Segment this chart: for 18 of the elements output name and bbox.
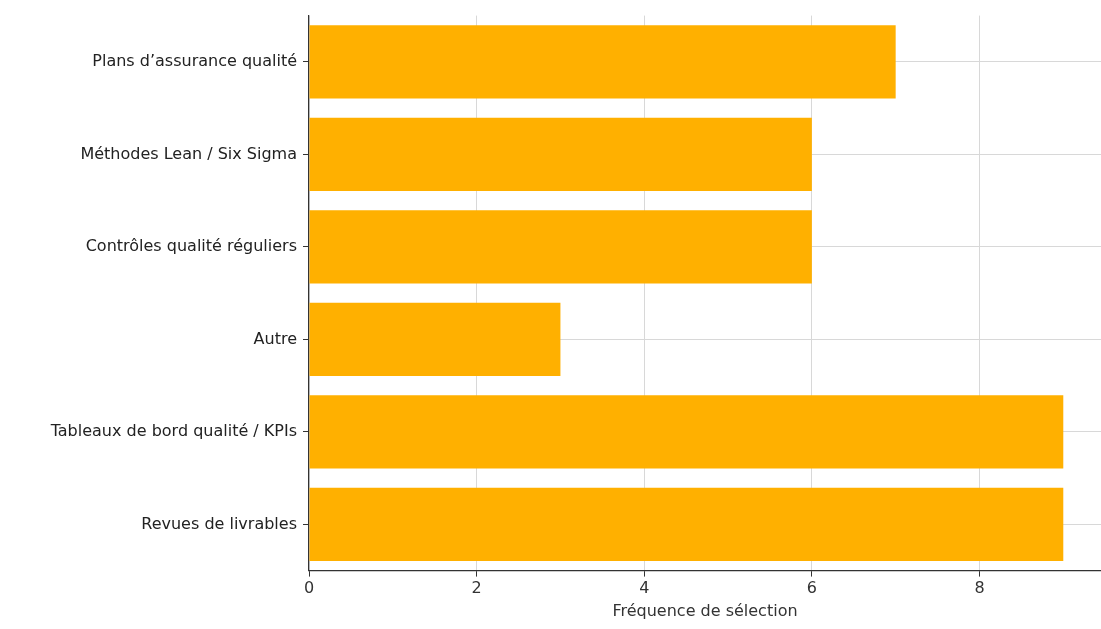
- bar: [309, 302, 561, 376]
- bar: [309, 395, 1064, 469]
- x-tick-label: 8: [974, 578, 985, 598]
- bar: [309, 25, 896, 99]
- y-tick-label: Plans d’assurance qualité: [92, 51, 297, 71]
- y-tick-label: Contrôles qualité réguliers: [85, 236, 297, 256]
- x-tick-label: 2: [471, 578, 482, 598]
- x-tick-label: 4: [639, 578, 650, 598]
- bar: [309, 210, 812, 284]
- y-tick-label: Méthodes Lean / Six Sigma: [80, 143, 297, 163]
- y-tick-label: Revues de livrables: [141, 513, 297, 533]
- bar: [309, 487, 1064, 561]
- y-tick-label: Autre: [253, 328, 297, 348]
- x-tick-label: 6: [806, 578, 817, 598]
- y-tick-label: Tableaux de bord qualité / KPIs: [49, 421, 297, 441]
- x-tick-label: 0: [303, 578, 315, 598]
- bar: [309, 117, 812, 191]
- x-axis-title: Fréquence de sélection: [612, 600, 798, 620]
